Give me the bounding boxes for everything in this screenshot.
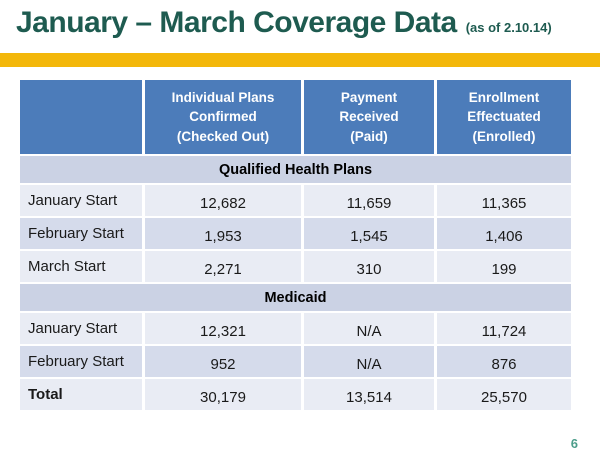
page-title: January – March Coverage Data [16,6,457,39]
value-cell: 310 [304,251,434,282]
value-cell: 30,179 [145,379,301,410]
value-cell: 12,682 [145,185,301,216]
gold-divider-bar [0,53,600,67]
value-cell: N/A [304,346,434,377]
page-number: 6 [570,436,578,451]
value-cell: 11,365 [437,185,571,216]
data-row: February Start 1,953 1,545 1,406 [20,218,571,249]
value-cell: 1,545 [304,218,434,249]
column-header-cell: Enrollment Effectuated (Enrolled) [437,80,571,154]
row-label-cell: January Start [20,185,142,216]
section-header-row: Medicaid [20,284,571,311]
coverage-table-container: Individual Plans Confirmed (Checked Out)… [17,78,574,412]
value-cell: N/A [304,313,434,344]
column-header-cell: Payment Received (Paid) [304,80,434,154]
value-cell: 13,514 [304,379,434,410]
data-row: March Start 2,271 310 199 [20,251,571,282]
value-cell: 1,953 [145,218,301,249]
value-cell: 952 [145,346,301,377]
section-header-cell: Qualified Health Plans [20,156,571,183]
data-row: February Start 952 N/A 876 [20,346,571,377]
column-header-cell: Individual Plans Confirmed (Checked Out) [145,80,301,154]
column-header-row: Individual Plans Confirmed (Checked Out)… [20,80,571,154]
value-cell: 2,271 [145,251,301,282]
title-date-note: (as of 2.10.14) [465,20,552,35]
row-label-cell: March Start [20,251,142,282]
section-header-row: Qualified Health Plans [20,156,571,183]
value-cell: 12,321 [145,313,301,344]
column-header-cell [20,80,142,154]
section-header-cell: Medicaid [20,284,571,311]
row-label-cell: February Start [20,346,142,377]
title-row: January – March Coverage Data (as of 2.1… [16,6,552,40]
data-row: January Start 12,321 N/A 11,724 [20,313,571,344]
value-cell: 11,724 [437,313,571,344]
value-cell: 199 [437,251,571,282]
value-cell: 25,570 [437,379,571,410]
data-row: January Start 12,682 11,659 11,365 [20,185,571,216]
row-label-cell: Total [20,379,142,410]
value-cell: 876 [437,346,571,377]
row-label-cell: February Start [20,218,142,249]
total-row: Total 30,179 13,514 25,570 [20,379,571,410]
coverage-table: Individual Plans Confirmed (Checked Out)… [17,78,574,412]
row-label-cell: January Start [20,313,142,344]
value-cell: 1,406 [437,218,571,249]
value-cell: 11,659 [304,185,434,216]
